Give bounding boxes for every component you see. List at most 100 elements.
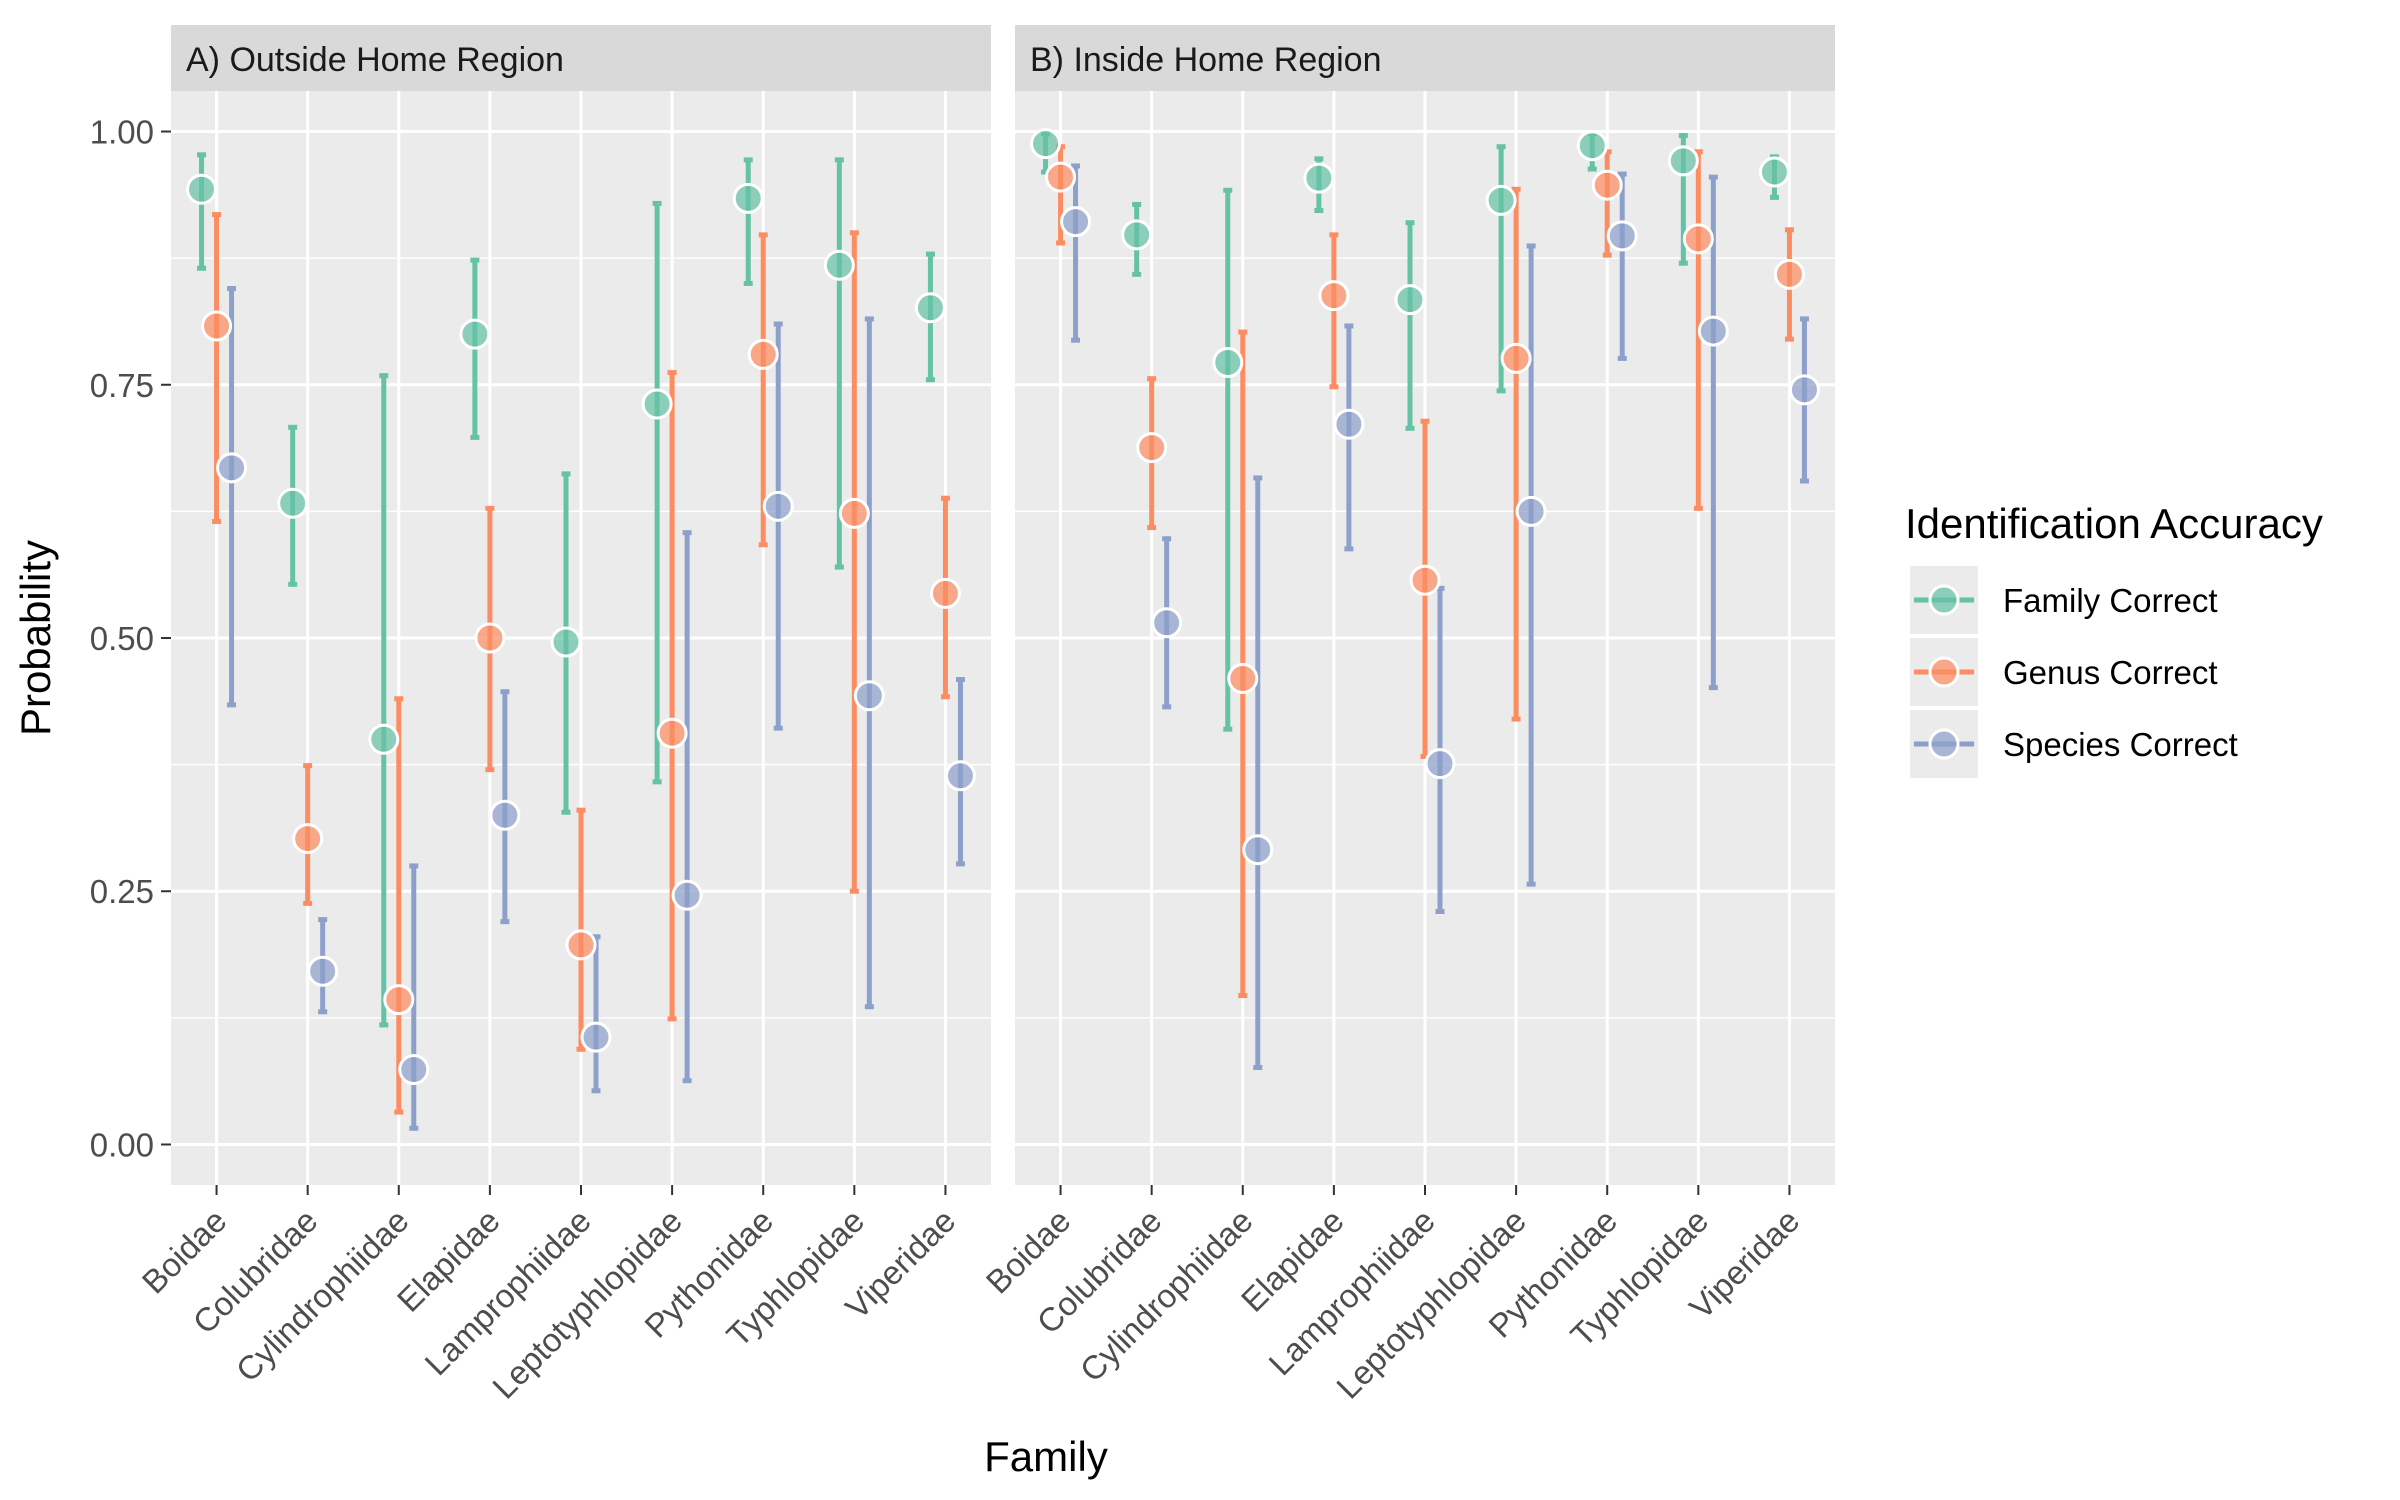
point-family-correct-lamprophiidae	[550, 626, 582, 658]
legend-point	[1928, 728, 1960, 760]
error-bar-species-correct-boidae	[1071, 163, 1081, 343]
error-bar-species-correct-cylindrophiidae	[1253, 475, 1263, 1070]
point-family-correct-typhlopidae	[1667, 145, 1699, 177]
error-bar-family-correct-lamprophiidae	[1405, 220, 1415, 431]
point-genus-correct-typhlopidae	[1682, 223, 1714, 255]
point-species-correct-boidae	[216, 452, 248, 484]
point-genus-correct-leptotyphlopidae	[656, 717, 688, 749]
point-species-correct-leptotyphlopidae	[1515, 495, 1547, 527]
marks	[186, 152, 976, 1131]
point-genus-correct-boidae	[201, 310, 233, 342]
y-tick-label: 0.50	[90, 620, 154, 657]
error-bar-species-correct-pythonidae	[773, 321, 783, 731]
point-genus-correct-colubridae	[1136, 432, 1168, 464]
y-tick-label: 0.75	[90, 367, 154, 404]
point-species-correct-elapidae	[489, 799, 521, 831]
error-bar-genus-correct-cylindrophiidae	[394, 696, 404, 1115]
legend-label: Genus Correct	[2003, 654, 2218, 691]
error-bar-family-correct-cylindrophiidae	[379, 373, 389, 1028]
legend-label: Family Correct	[2003, 582, 2218, 619]
point-genus-correct-cylindrophiidae	[1227, 663, 1259, 695]
error-bar-genus-correct-leptotyphlopidae	[667, 370, 677, 1022]
error-bar-family-correct-cylindrophiidae	[1223, 187, 1233, 732]
point-species-correct-cylindrophiidae	[398, 1054, 430, 1086]
facet-strip	[1015, 25, 1835, 91]
facet-title: A) Outside Home Region	[186, 41, 564, 79]
point-genus-correct-viperidae	[929, 577, 961, 609]
point-family-correct-boidae	[1030, 128, 1062, 160]
error-bar-family-correct-boidae	[197, 152, 207, 271]
point-species-correct-cylindrophiidae	[1242, 834, 1274, 866]
point-species-correct-viperidae	[1788, 374, 1820, 406]
point-family-correct-cylindrophiidae	[1212, 346, 1244, 378]
legend-point	[1928, 584, 1960, 616]
point-family-correct-lamprophiidae	[1394, 284, 1426, 316]
point-species-correct-typhlopidae	[853, 680, 885, 712]
legend-item-family-correct: Family Correct	[1910, 566, 2218, 634]
point-genus-correct-viperidae	[1773, 258, 1805, 290]
point-species-correct-boidae	[1060, 206, 1092, 238]
error-bar-species-correct-boidae	[227, 286, 237, 708]
error-bar-species-correct-typhlopidae	[864, 316, 874, 1010]
error-bar-family-correct-leptotyphlopidae	[652, 200, 662, 785]
point-genus-correct-colubridae	[292, 823, 324, 855]
legend: Identification Accuracy Family Correct Ge…	[1905, 500, 2323, 778]
point-genus-correct-typhlopidae	[838, 497, 870, 529]
point-family-correct-leptotyphlopidae	[641, 388, 673, 420]
point-family-correct-pythonidae	[732, 182, 764, 214]
legend-items: Family Correct Genus Correct Species Corre…	[1910, 566, 2238, 778]
point-family-correct-pythonidae	[1576, 130, 1608, 162]
point-family-correct-typhlopidae	[823, 249, 855, 281]
point-family-correct-cylindrophiidae	[368, 723, 400, 755]
point-genus-correct-elapidae	[474, 622, 506, 654]
y-axis: 0.00 0.25 0.50 0.75 1.00	[90, 114, 171, 1163]
legend-item-species-correct: Species Correct	[1910, 710, 2238, 778]
error-bar-genus-correct-pythonidae	[758, 232, 768, 548]
y-axis-title: Probability	[12, 540, 59, 736]
point-genus-correct-cylindrophiidae	[383, 984, 415, 1016]
point-family-correct-leptotyphlopidae	[1485, 184, 1517, 216]
point-genus-correct-leptotyphlopidae	[1500, 342, 1532, 374]
point-genus-correct-elapidae	[1318, 280, 1350, 312]
point-family-correct-elapidae	[459, 318, 491, 350]
error-bar-species-correct-typhlopidae	[1708, 174, 1718, 691]
marks	[1030, 128, 1820, 1070]
point-species-correct-viperidae	[944, 760, 976, 792]
point-family-correct-colubridae	[1121, 219, 1153, 251]
point-species-correct-elapidae	[1333, 408, 1365, 440]
legend-title: Identification Accuracy	[1905, 500, 2323, 547]
error-bar-species-correct-leptotyphlopidae	[1526, 243, 1536, 887]
panel-inside-home-region: B) Inside Home Region BoidaeColubridaeCy…	[979, 25, 1835, 1406]
facet-strip	[171, 25, 991, 91]
legend-item-genus-correct: Genus Correct	[1910, 638, 2218, 706]
point-family-correct-colubridae	[277, 487, 309, 519]
point-genus-correct-pythonidae	[747, 338, 779, 370]
point-family-correct-boidae	[186, 173, 218, 205]
error-bar-genus-correct-typhlopidae	[849, 230, 859, 894]
y-tick-label: 1.00	[90, 114, 154, 151]
y-tick-label: 0.00	[90, 1126, 154, 1163]
legend-point	[1928, 656, 1960, 688]
error-bar-genus-correct-leptotyphlopidae	[1511, 186, 1521, 722]
point-species-correct-leptotyphlopidae	[671, 879, 703, 911]
point-family-correct-viperidae	[1758, 156, 1790, 188]
point-species-correct-pythonidae	[762, 490, 794, 522]
point-genus-correct-lamprophiidae	[565, 929, 597, 961]
point-family-correct-viperidae	[914, 292, 946, 324]
point-species-correct-colubridae	[1151, 607, 1183, 639]
point-species-correct-lamprophiidae	[580, 1021, 612, 1053]
y-tick-label: 0.25	[90, 873, 154, 910]
x-axis-title: Family	[984, 1433, 1108, 1480]
point-species-correct-lamprophiidae	[1424, 748, 1456, 780]
point-species-correct-pythonidae	[1606, 220, 1638, 252]
error-bar-family-correct-pythonidae	[743, 157, 753, 286]
error-bar-species-correct-leptotyphlopidae	[682, 530, 692, 1084]
point-genus-correct-lamprophiidae	[1409, 564, 1441, 596]
point-genus-correct-boidae	[1045, 161, 1077, 193]
point-species-correct-typhlopidae	[1697, 315, 1729, 347]
point-species-correct-colubridae	[307, 955, 339, 987]
legend-label: Species Correct	[2003, 726, 2238, 763]
point-family-correct-elapidae	[1303, 162, 1335, 194]
facet-title: B) Inside Home Region	[1030, 41, 1382, 79]
